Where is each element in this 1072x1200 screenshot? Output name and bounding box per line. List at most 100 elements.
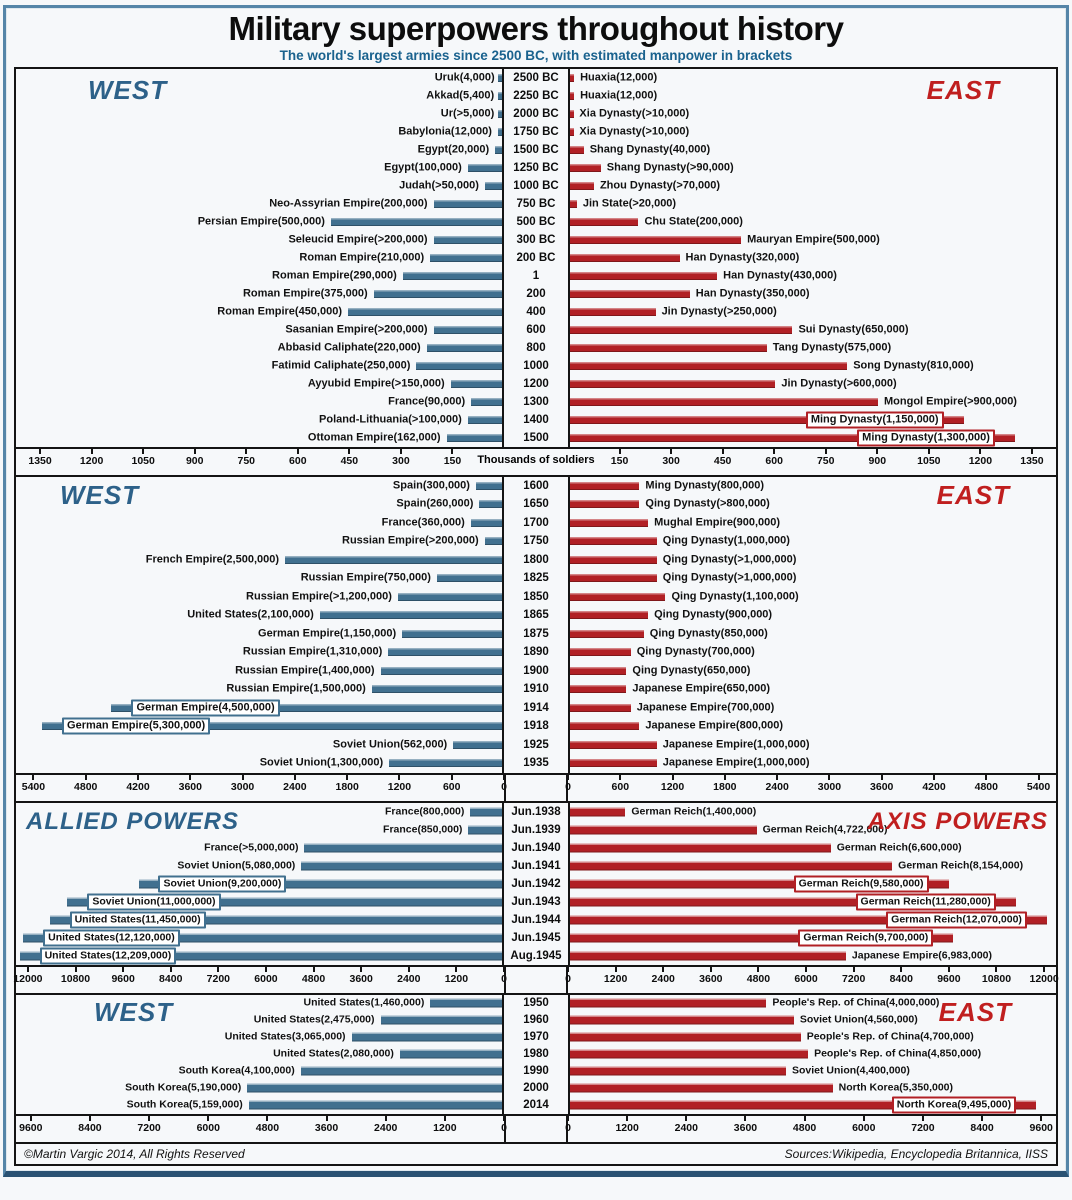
west-label: United States(1,460,000) [303, 996, 425, 1009]
west-bar [495, 145, 502, 154]
east-label: German Reich(6,600,000) [836, 841, 962, 854]
chart-row: Russian Empire(>200,000) 1750 Qing Dynasty… [16, 532, 1056, 551]
east-label: German Reich(11,280,000) [855, 893, 996, 911]
period-label: Aug.1945 [502, 946, 570, 965]
axis-tick-label: 2400 [674, 1121, 698, 1134]
axis-tick [241, 774, 244, 780]
period-label: Jun.1939 [502, 820, 570, 839]
west-side: Abbasid Caliphate(220,000) [16, 339, 502, 357]
west-side: Soviet Union(5,080,000) [16, 857, 502, 875]
chart-row: Russian Empire(1,400,000) 1900 Qing Dynast… [16, 661, 1056, 681]
west-bar [247, 1083, 502, 1093]
axis-tick [803, 1115, 806, 1121]
axis-tick [207, 1115, 210, 1121]
east-side: Han Dynasty(430,000) [570, 267, 1056, 285]
west-side: Fatimid Caliphate(250,000) [16, 357, 502, 375]
axis-tick-label: 0 [565, 972, 571, 985]
east-side: Soviet Union(4,560,000) [570, 1012, 1056, 1029]
west-bar [498, 109, 502, 118]
east-bar [570, 73, 575, 82]
east-bar [570, 1083, 833, 1093]
chart-row: France(90,000) 1300 Mongol Empire(>900,000… [16, 392, 1056, 411]
east-bar [570, 91, 575, 100]
axis-east: 1200 2400 3600 4800 6000 7200 8400 9600 0 [565, 1115, 1056, 1142]
axis-tick [29, 1115, 32, 1121]
east-label: Jin Dynasty(>600,000) [781, 377, 897, 390]
west-bar [498, 73, 502, 82]
east-label: Chu State(200,000) [644, 215, 743, 228]
infographic-frame: Military superpowers throughout history … [3, 5, 1069, 1177]
west-bar [479, 500, 502, 509]
east-bar [570, 574, 657, 583]
axis-tick [900, 966, 903, 972]
east-bar [570, 127, 574, 136]
axis-tick [325, 1115, 328, 1121]
east-label: Tang Dynasty(575,000) [772, 341, 892, 354]
east-label: Song Dynasty(810,000) [853, 359, 974, 372]
west-bar [380, 666, 502, 675]
west-side: United States(12,120,000) [16, 929, 502, 947]
axis-tick-label: 12000 [1029, 972, 1059, 985]
title-block: Military superpowers throughout history … [14, 11, 1058, 62]
period-label: 1750 [502, 532, 570, 551]
west-bar [42, 722, 502, 731]
west-bar [426, 343, 502, 352]
west-label: South Korea(4,100,000) [178, 1064, 295, 1077]
axis-tick [662, 966, 665, 972]
east-bar [570, 307, 656, 316]
axis: 150 300 450 600 750 900 1050 1200 1350 Thousands … [16, 446, 1056, 475]
axis-tick-label: 4800 [792, 1121, 817, 1134]
axis-tick-label: 10800 [60, 972, 91, 985]
axis-tick [933, 774, 935, 780]
chart-row: Spain(300,000) 1600 Ming Dynasty(800,000) [16, 476, 1056, 496]
chart-row: Judah(>50,000) 1000 BC Zhou Dynasty(>70,00… [16, 176, 1056, 195]
axis-tick-label: 300 [392, 454, 410, 467]
east-side: German Reich(8,154,000) [570, 857, 1056, 875]
west-bar [351, 1032, 502, 1042]
west-label: United States(2,080,000) [273, 1047, 394, 1060]
chart-row: Soviet Union(11,000,000) Jun.1943 German R… [16, 892, 1056, 911]
east-side: German Reich(9,580,000) [570, 875, 1056, 893]
east-label: Ming Dynasty(1,150,000) [805, 411, 944, 429]
west-bar [402, 629, 502, 638]
east-bar [570, 537, 657, 546]
west-bar [433, 199, 502, 208]
axis-west: 1200 2400 3600 4800 6000 7200 8400 9600 10800 120… [13, 966, 507, 993]
axis-tick-label: 1200 [387, 780, 412, 793]
west-side: Ottoman Empire(162,000) [16, 429, 502, 447]
west-side: Russian Empire(>200,000) [16, 532, 502, 551]
west-bar [470, 518, 502, 527]
axis-tick [744, 1115, 747, 1121]
east-bar [570, 740, 657, 749]
axis-tick-label: 5400 [1026, 780, 1051, 793]
west-side: Sasanian Empire(>200,000) [16, 321, 502, 339]
west-label: France(>5,000,000) [204, 841, 299, 854]
period-label: 1950 [502, 994, 570, 1012]
period-label: 1914 [502, 698, 570, 718]
east-side: Xia Dynasty(>10,000) [570, 123, 1056, 141]
east-bar [570, 951, 846, 961]
period-label: 2014 [502, 1096, 570, 1114]
chart-row: Ottoman Empire(162,000) 1500 Ming Dynasty(… [16, 428, 1056, 447]
east-side: Huaxia(12,000) [570, 87, 1056, 105]
axis-tick-label: 1200 [615, 1121, 639, 1134]
east-side: People's Rep. of China(4,850,000) [570, 1046, 1056, 1063]
west-label: Ur(>5,000) [440, 107, 495, 120]
axis-tick [1037, 774, 1040, 780]
west-header: WEST [88, 74, 168, 105]
east-side: Qing Dynasty(1,100,000) [570, 588, 1056, 607]
west-label: France(800,000) [385, 805, 465, 818]
east-side: Ming Dynasty(1,150,000) [570, 411, 1056, 429]
west-label: Seleucid Empire(>200,000) [288, 233, 428, 246]
east-label: Shang Dynasty(>90,000) [606, 161, 734, 174]
axis-tick [614, 966, 617, 972]
chart-row: Roman Empire(450,000) 400 Jin Dynasty(>250… [16, 302, 1056, 321]
west-side: Russian Empire(1,500,000) [16, 680, 502, 699]
axis-tick [567, 774, 569, 780]
west-label: Ottoman Empire(162,000) [307, 431, 441, 444]
east-bar [570, 722, 640, 731]
axis-tick-label: 7200 [911, 1121, 935, 1134]
axis-tick-label: 6000 [196, 1121, 220, 1134]
chart-row: South Korea(5,159,000) 2014 North Korea(9,… [16, 1096, 1056, 1114]
chart-row: Russian Empire(1,310,000) 1890 Qing Dynast… [16, 643, 1056, 662]
